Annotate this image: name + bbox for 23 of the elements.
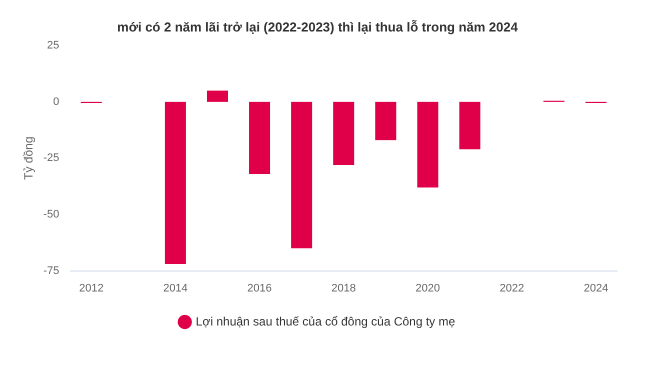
x-tick-label: 2020 <box>416 282 440 294</box>
x-tick-label: 2018 <box>331 282 356 294</box>
y-tick-label: -75 <box>43 264 60 277</box>
x-tick-label: 2012 <box>79 282 104 294</box>
bar <box>459 102 480 150</box>
bar <box>249 102 270 174</box>
bar <box>417 102 438 188</box>
x-tick-label: 2022 <box>500 282 524 294</box>
y-tick-label: 25 <box>47 40 60 52</box>
bar <box>206 90 228 102</box>
y-tick-label: 0 <box>53 96 60 108</box>
chart-title: mới có 2 năm lãi trở lại (2022-2023) thì lại thua lỗ trong năm 2024 <box>117 19 519 34</box>
y-tick-label: -25 <box>43 152 60 164</box>
y-axis-title: Tỷ đồng <box>22 136 36 180</box>
bar <box>375 102 396 140</box>
bar <box>291 102 312 248</box>
y-tick-label: -50 <box>43 208 60 221</box>
x-tick-label: 2016 <box>247 282 272 294</box>
bar <box>333 102 354 165</box>
bar <box>164 102 186 264</box>
x-tick-label: 2014 <box>163 282 188 294</box>
legend-label: Lợi nhuận sau thuế của cổ đông của Công ty mẹ <box>196 314 456 328</box>
x-tick-label: 2024 <box>584 282 608 294</box>
